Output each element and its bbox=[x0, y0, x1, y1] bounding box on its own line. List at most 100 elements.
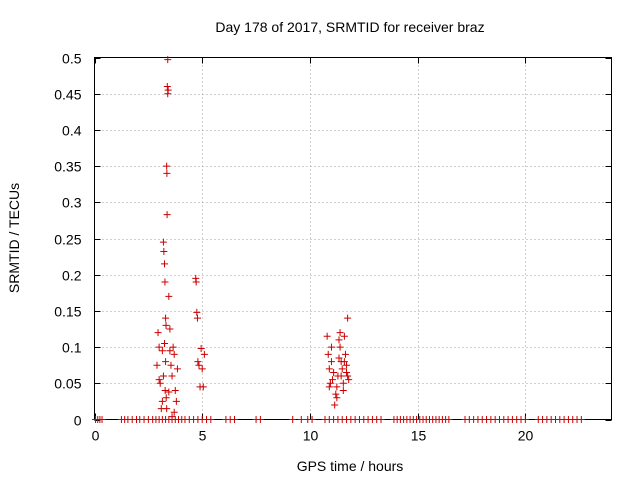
data-point bbox=[194, 358, 202, 366]
data-point bbox=[323, 332, 331, 340]
data-point bbox=[163, 82, 171, 90]
data-point bbox=[164, 86, 172, 94]
data-point bbox=[325, 365, 333, 373]
data-point bbox=[167, 361, 175, 369]
y-tick-label: 0.35 bbox=[54, 159, 81, 175]
y-tick-labels: 0 0.05 0.1 0.15 0.2 0.25 0.3 0.35 0.4 0.45 0.5 bbox=[54, 51, 81, 429]
data-point bbox=[336, 343, 344, 351]
data-point bbox=[162, 358, 170, 366]
y-tick-label: 0.5 bbox=[62, 51, 82, 67]
data-point bbox=[326, 379, 334, 387]
data-point bbox=[336, 329, 344, 337]
data-point bbox=[344, 314, 352, 322]
data-point bbox=[172, 397, 180, 405]
y-tick-label: 0.45 bbox=[54, 87, 81, 103]
x-axis-label: GPS time / hours bbox=[297, 458, 404, 474]
data-point bbox=[156, 379, 164, 387]
data-point bbox=[331, 401, 339, 409]
data-points bbox=[92, 56, 585, 423]
data-point bbox=[198, 365, 206, 373]
y-tick-label: 0 bbox=[74, 413, 82, 429]
data-point bbox=[168, 413, 176, 421]
x-tick-labels: 0 5 10 15 20 bbox=[92, 428, 534, 444]
data-point bbox=[160, 248, 168, 256]
data-point bbox=[192, 278, 200, 286]
data-point bbox=[329, 376, 337, 384]
data-point bbox=[297, 416, 305, 423]
data-point bbox=[163, 405, 171, 413]
data-point bbox=[200, 350, 208, 358]
data-point bbox=[163, 169, 171, 177]
data-point bbox=[161, 260, 169, 268]
data-point bbox=[166, 347, 174, 355]
data-point bbox=[193, 314, 201, 322]
data-point bbox=[173, 365, 181, 373]
chart-title: Day 178 of 2017, SRMTID for receiver bra… bbox=[215, 19, 484, 35]
data-point bbox=[159, 238, 167, 246]
data-point bbox=[161, 339, 169, 347]
y-axis-label: SRMTID / TECUs bbox=[6, 183, 22, 293]
data-point bbox=[338, 365, 346, 373]
data-point bbox=[163, 211, 171, 219]
data-point bbox=[158, 347, 166, 355]
data-point bbox=[155, 376, 163, 384]
data-point bbox=[330, 368, 338, 376]
data-point bbox=[162, 394, 170, 402]
y-tick-label: 0.4 bbox=[62, 123, 82, 139]
data-point bbox=[165, 292, 173, 300]
data-point bbox=[193, 308, 201, 316]
data-point bbox=[577, 416, 585, 423]
data-point bbox=[158, 397, 166, 405]
data-point bbox=[337, 372, 345, 380]
x-tick-label: 20 bbox=[518, 428, 534, 444]
data-point bbox=[340, 358, 348, 366]
data-point bbox=[169, 343, 177, 351]
data-point bbox=[159, 372, 167, 380]
data-point bbox=[445, 416, 453, 423]
data-point bbox=[335, 336, 343, 344]
x-tick-label: 5 bbox=[199, 428, 207, 444]
data-point bbox=[98, 416, 106, 423]
data-point bbox=[231, 416, 239, 423]
data-point bbox=[154, 329, 162, 337]
data-point bbox=[163, 162, 171, 170]
data-point bbox=[165, 388, 173, 396]
data-point bbox=[155, 343, 163, 351]
data-point bbox=[197, 345, 205, 353]
data-point bbox=[340, 332, 348, 340]
data-point bbox=[289, 416, 297, 423]
data-point bbox=[343, 368, 351, 376]
data-point bbox=[171, 387, 179, 395]
data-point bbox=[324, 350, 332, 358]
data-point bbox=[170, 350, 178, 358]
y-tick-label: 0.3 bbox=[62, 195, 82, 211]
y-tick-label: 0.2 bbox=[62, 268, 82, 284]
data-point bbox=[199, 383, 207, 391]
x-tick-label: 15 bbox=[411, 428, 427, 444]
data-point bbox=[207, 416, 215, 423]
data-point bbox=[161, 278, 169, 286]
data-point bbox=[339, 387, 347, 395]
data-point bbox=[521, 416, 529, 423]
data-point bbox=[341, 350, 349, 358]
y-tick-label: 0.15 bbox=[54, 304, 81, 320]
data-point bbox=[164, 56, 172, 64]
data-point bbox=[162, 314, 170, 322]
data-point bbox=[333, 394, 341, 402]
data-point bbox=[170, 408, 178, 416]
data-point bbox=[325, 383, 333, 391]
data-point bbox=[195, 361, 203, 369]
data-point bbox=[162, 321, 170, 329]
data-point bbox=[333, 383, 341, 391]
data-point bbox=[327, 343, 335, 351]
data-point bbox=[344, 372, 352, 380]
data-point bbox=[343, 361, 351, 369]
y-tick-label: 0.1 bbox=[62, 340, 82, 356]
data-point bbox=[161, 387, 169, 395]
data-point bbox=[166, 325, 174, 333]
y-tick-label: 0.25 bbox=[54, 232, 81, 248]
data-point bbox=[339, 379, 347, 387]
data-point bbox=[335, 354, 343, 362]
x-tick-label: 0 bbox=[92, 428, 100, 444]
